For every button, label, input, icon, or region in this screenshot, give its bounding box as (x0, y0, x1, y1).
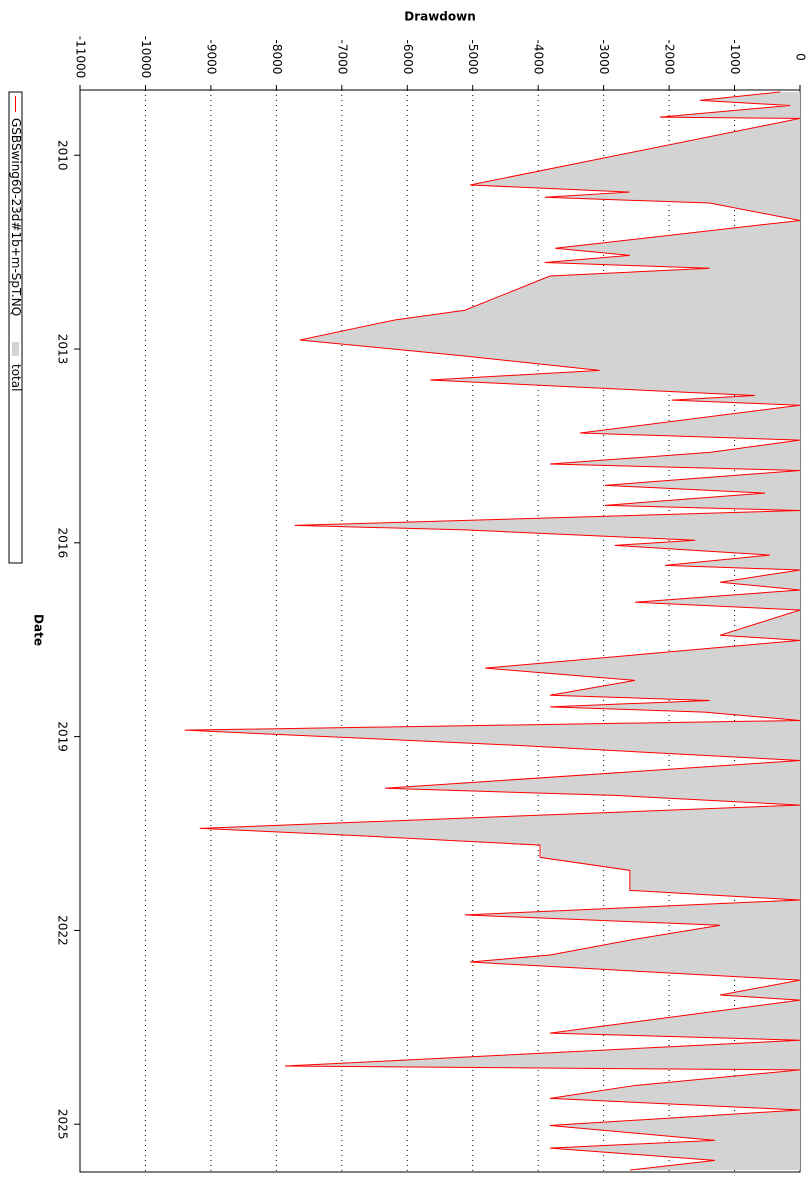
value-tick-label: -8000 (270, 40, 284, 75)
legend-label: total (9, 364, 23, 391)
value-tick-label: 0 (794, 53, 808, 61)
legend-swatch (12, 342, 19, 356)
value-tick-label: -7000 (335, 40, 349, 75)
value-tick-label: -10000 (139, 36, 153, 79)
area (188, 91, 800, 1171)
date-tick-label: 2022 (56, 915, 70, 946)
date-tick-label: 2016 (56, 528, 70, 559)
legend-box (8, 91, 23, 564)
value-tick-label: -1000 (728, 40, 742, 75)
date-tick-label: 2025 (56, 1109, 70, 1140)
value-tick-label: -5000 (466, 40, 480, 75)
date-tick-label: 2013 (56, 334, 70, 365)
value-tick-label: -9000 (204, 40, 218, 75)
value-tick-label: -6000 (401, 40, 415, 75)
date-tick-label: 2010 (56, 140, 70, 171)
line (184, 91, 801, 1171)
value-tick-label: -11000 (74, 36, 88, 79)
value-tick-label: -4000 (532, 40, 546, 75)
legend-label: GSBSwing60-23d#1b+m-SpT.NQ (9, 118, 23, 316)
value-tick-label: -2000 (663, 40, 677, 75)
value-axis-title: Drawdown (404, 10, 476, 24)
value-tick-label: -3000 (597, 40, 611, 75)
date-axis-title: Date (32, 614, 46, 646)
date-tick-label: 2019 (56, 721, 70, 752)
